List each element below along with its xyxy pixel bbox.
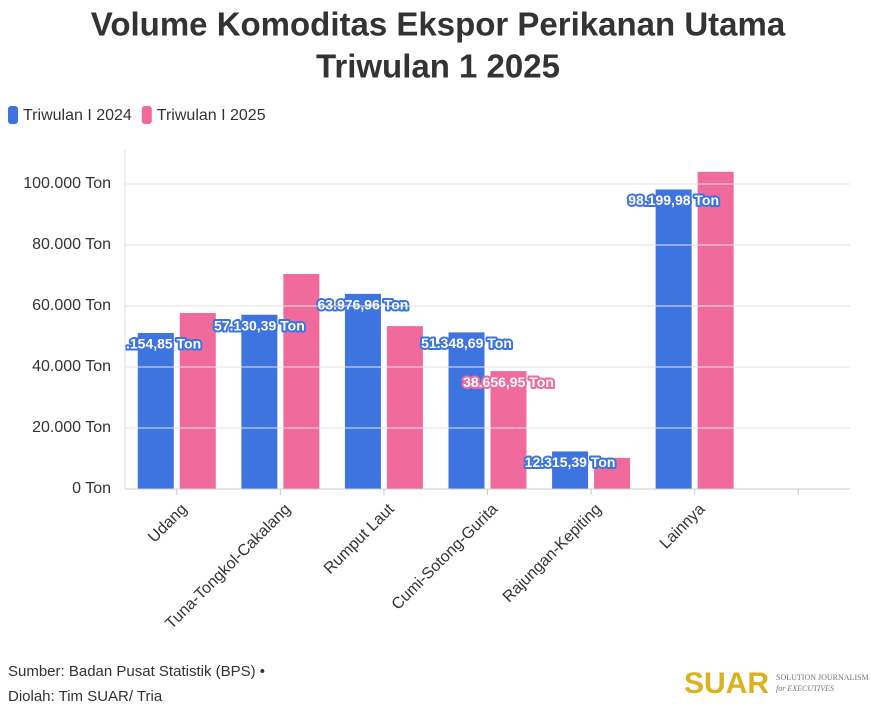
legend-swatch — [141, 106, 152, 124]
value-label: 51.154,85 Ton — [110, 336, 201, 352]
x-tick-label: Rajungan-Kepiting — [500, 501, 605, 606]
bar — [655, 189, 692, 490]
y-tick-label: 80.000 Ton — [32, 236, 111, 253]
x-tick-label: Udang — [145, 501, 190, 546]
bar — [241, 314, 278, 489]
value-label: 63.976,96 Ton — [318, 297, 409, 313]
bar — [594, 457, 631, 489]
logo: SUAR — [684, 667, 769, 700]
legend-swatch — [8, 106, 18, 124]
value-label: 12.315,39 Ton — [525, 454, 616, 470]
legend-label: Triwulan I 2024 — [23, 107, 132, 124]
logo-tagline: SOLUTION JOURNALISM — [776, 673, 869, 682]
y-tick-label: 20.000 Ton — [32, 419, 111, 436]
y-tick-label: 40.000 Ton — [32, 358, 111, 375]
value-label: 57.130,39 Ton — [214, 317, 305, 333]
logo-tagline: for EXECUTIVES — [776, 684, 834, 693]
processed-by: Diolah: Tim SUAR/ Tria — [8, 688, 163, 705]
bar — [448, 332, 485, 489]
chart-subtitle: Triwulan 1 2025 — [316, 48, 560, 85]
y-tick-label: 0 Ton — [72, 480, 111, 497]
value-label: 51.348,69 Ton — [421, 335, 512, 351]
x-tick-label: Rumput Laut — [321, 500, 398, 577]
bar — [552, 451, 589, 489]
bar — [283, 273, 320, 489]
x-tick-label: Lainnya — [657, 501, 709, 553]
bar — [344, 293, 381, 489]
bar — [386, 326, 423, 489]
plot-area: 51.154,85 Ton 57.130,39 Ton 63.976,96 Ton 5… — [110, 171, 734, 490]
value-label: 98.199,98 Ton — [628, 192, 719, 208]
y-tick-label: 100.000 Ton — [23, 175, 111, 192]
x-tick-label: Cumi-Sotong-Gurita — [389, 501, 502, 614]
y-tick-label: 60.000 Ton — [32, 297, 111, 314]
bar — [697, 171, 734, 490]
legend-label: Triwulan I 2025 — [157, 107, 266, 124]
value-label: 38.656,95 Ton — [463, 374, 554, 390]
source: Sumber: Badan Pusat Statistik (BPS) • — [8, 663, 265, 680]
bar — [179, 313, 216, 489]
bar — [137, 332, 174, 489]
chart-title: Volume Komoditas Ekspor Perikanan Utama — [91, 6, 786, 43]
bar — [490, 371, 527, 489]
